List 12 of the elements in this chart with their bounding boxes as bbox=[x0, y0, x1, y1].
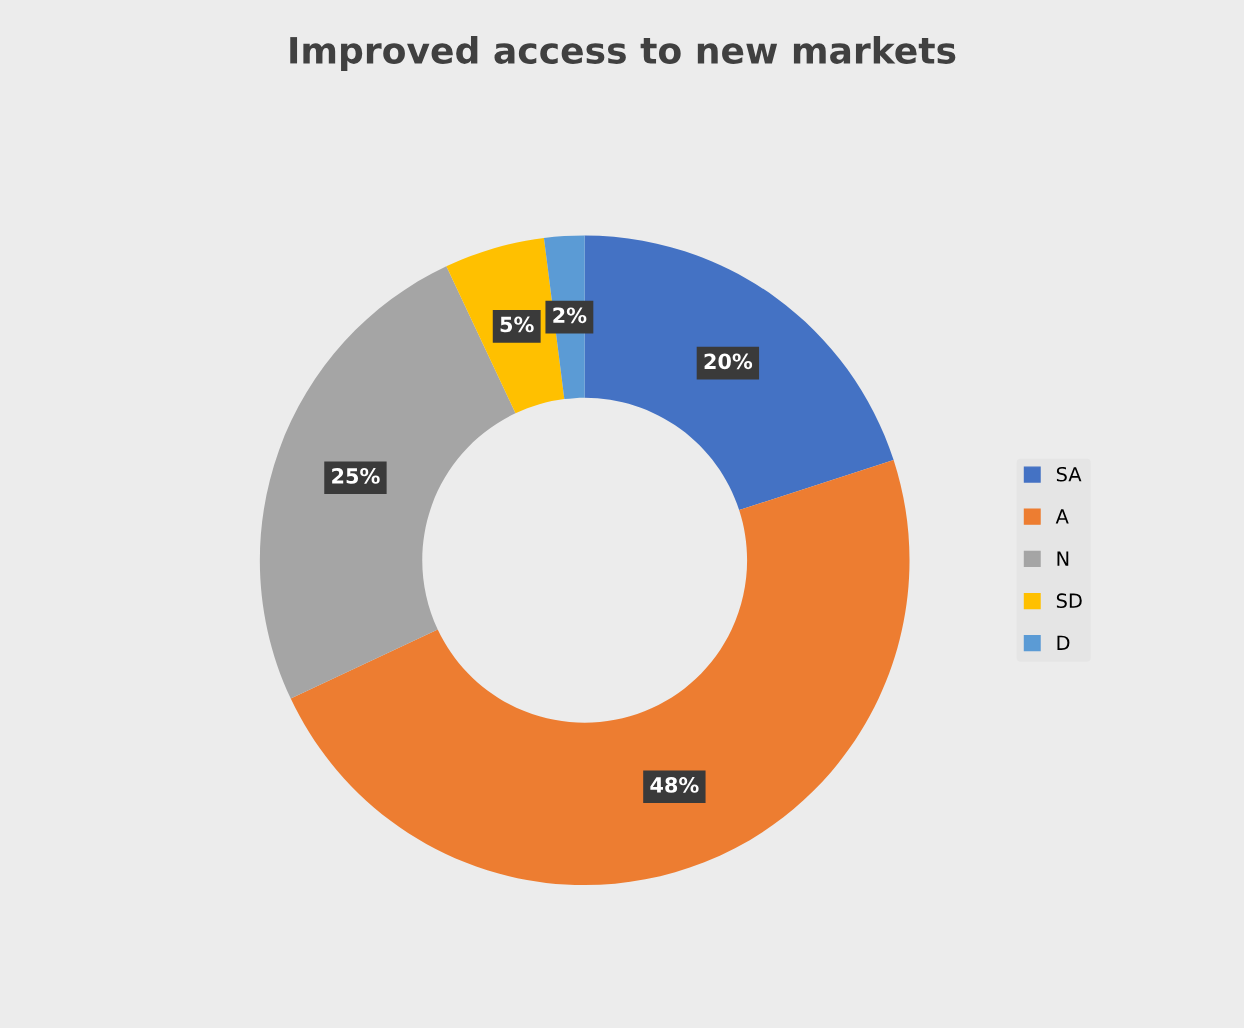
legend-label: A bbox=[1055, 509, 1069, 524]
data-label: 5% bbox=[500, 316, 534, 333]
legend-label: D bbox=[1057, 635, 1070, 650]
legend-label: SD bbox=[1056, 593, 1082, 609]
legend-label: N bbox=[1057, 551, 1069, 566]
chart-title: Improved access to new markets bbox=[290, 35, 956, 71]
donut-slice bbox=[290, 459, 910, 886]
data-label: 48% bbox=[650, 777, 699, 793]
data-label: 25% bbox=[332, 468, 380, 484]
data-label: 20% bbox=[704, 353, 753, 370]
data-label: 2% bbox=[553, 307, 587, 324]
legend-label: SA bbox=[1056, 466, 1082, 482]
